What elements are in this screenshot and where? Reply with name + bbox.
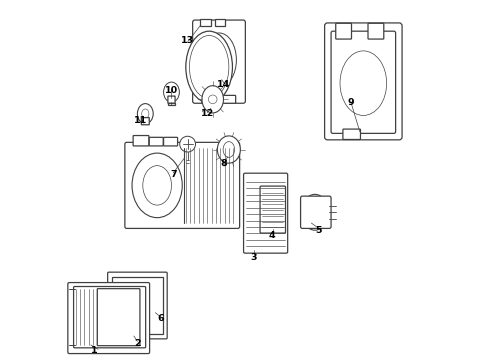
FancyBboxPatch shape [164,137,177,146]
Ellipse shape [202,33,236,87]
Text: 10: 10 [165,86,178,95]
Circle shape [208,95,217,104]
FancyBboxPatch shape [149,137,163,146]
FancyBboxPatch shape [108,272,167,339]
Circle shape [180,136,196,152]
Ellipse shape [132,153,182,218]
Bar [215,19,225,26]
FancyBboxPatch shape [168,96,175,103]
FancyBboxPatch shape [343,129,361,139]
Ellipse shape [143,166,172,205]
Text: 12: 12 [201,109,214,118]
Text: 13: 13 [181,36,194,45]
Bar [168,103,175,105]
Ellipse shape [164,82,179,102]
FancyBboxPatch shape [244,173,288,253]
Text: 1: 1 [91,346,98,355]
FancyBboxPatch shape [97,289,140,346]
Ellipse shape [202,86,223,113]
FancyBboxPatch shape [324,23,402,140]
FancyBboxPatch shape [260,186,286,233]
FancyBboxPatch shape [141,118,149,125]
Text: 14: 14 [217,81,230,90]
FancyBboxPatch shape [368,23,384,39]
FancyBboxPatch shape [125,142,240,228]
FancyBboxPatch shape [300,196,331,228]
Ellipse shape [301,194,329,230]
Ellipse shape [340,51,387,116]
Bar [200,19,211,26]
Text: 9: 9 [347,98,354,107]
FancyBboxPatch shape [68,283,149,354]
Text: 8: 8 [220,159,227,168]
FancyBboxPatch shape [202,95,236,103]
Ellipse shape [308,201,322,224]
Text: 7: 7 [170,170,176,179]
Ellipse shape [186,31,232,103]
Ellipse shape [223,141,235,157]
Text: 11: 11 [134,116,147,125]
FancyBboxPatch shape [331,31,395,134]
Text: 3: 3 [251,253,257,262]
Ellipse shape [137,104,153,124]
Text: 5: 5 [315,226,322,235]
FancyBboxPatch shape [74,287,146,348]
FancyBboxPatch shape [193,20,245,103]
Text: 2: 2 [134,339,141,348]
Text: 4: 4 [269,231,275,240]
Ellipse shape [218,136,240,163]
Bar [112,277,163,334]
FancyBboxPatch shape [336,23,351,39]
Ellipse shape [190,36,229,99]
Text: 6: 6 [157,314,164,323]
FancyBboxPatch shape [133,135,149,146]
Ellipse shape [142,109,149,118]
